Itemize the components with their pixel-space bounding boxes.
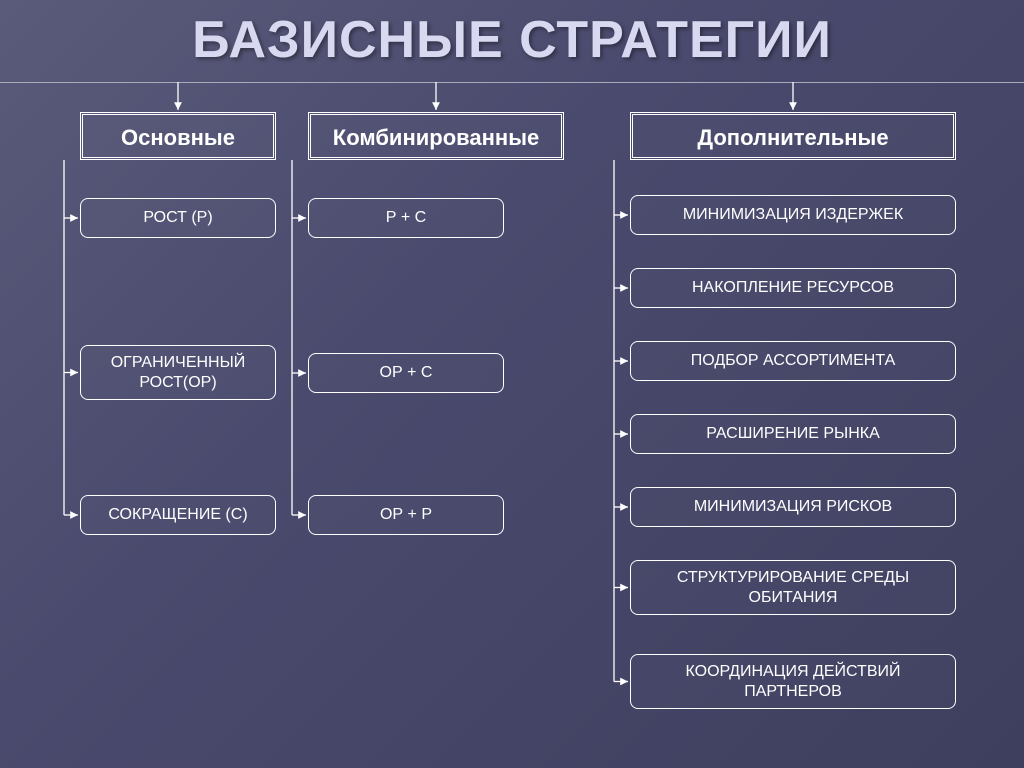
col2-item-1: НАКОПЛЕНИЕ РЕСУРСОВ bbox=[630, 268, 956, 308]
col2-item-4: МИНИМИЗАЦИЯ РИСКОВ bbox=[630, 487, 956, 527]
page-title: БАЗИСНЫЕ СТРАТЕГИИ bbox=[0, 0, 1024, 70]
col0-item-1: ОГРАНИЧЕННЫЙ РОСТ(ОР) bbox=[80, 345, 276, 400]
column-header-1: Комбинированные bbox=[308, 112, 564, 160]
col1-item-2: ОР + Р bbox=[308, 495, 504, 535]
col2-item-3: РАСШИРЕНИЕ РЫНКА bbox=[630, 414, 956, 454]
column-header-2: Дополнительные bbox=[630, 112, 956, 160]
col2-item-2: ПОДБОР АССОРТИМЕНТА bbox=[630, 341, 956, 381]
col1-item-1: ОР + С bbox=[308, 353, 504, 393]
col2-item-5: СТРУКТУРИРОВАНИЕ СРЕДЫ ОБИТАНИЯ bbox=[630, 560, 956, 615]
col0-item-0: РОСТ (Р) bbox=[80, 198, 276, 238]
col2-item-0: МИНИМИЗАЦИЯ ИЗДЕРЖЕК bbox=[630, 195, 956, 235]
column-header-0: Основные bbox=[80, 112, 276, 160]
col0-item-2: СОКРАЩЕНИЕ (С) bbox=[80, 495, 276, 535]
col2-item-6: КООРДИНАЦИЯ ДЕЙСТВИЙ ПАРТНЕРОВ bbox=[630, 654, 956, 709]
title-underline bbox=[0, 82, 1024, 83]
col1-item-0: Р + С bbox=[308, 198, 504, 238]
